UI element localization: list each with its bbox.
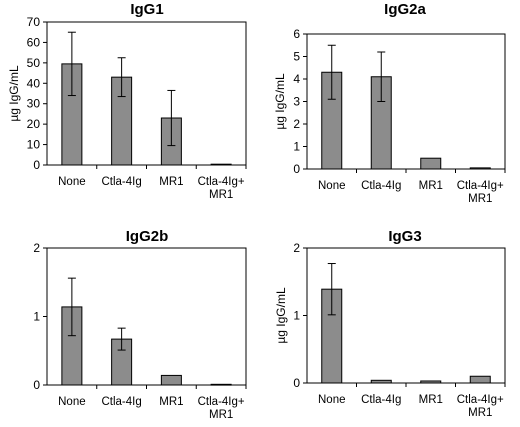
y-tick-label: 4 bbox=[293, 72, 300, 86]
x-category-label-line: MR1 bbox=[159, 396, 183, 408]
y-axis-label: µg IgG/mL bbox=[7, 65, 21, 122]
x-category-label-line: Ctla-4Ig bbox=[361, 394, 401, 406]
y-tick-label: 0 bbox=[293, 162, 300, 176]
bar bbox=[469, 375, 491, 384]
y-axis-label: µg IgG/mL bbox=[273, 73, 287, 130]
y-tick-label: 20 bbox=[27, 117, 41, 131]
y-tick-label: 50 bbox=[27, 56, 41, 70]
y-tick-label: 5 bbox=[293, 50, 300, 64]
x-category-label-line: Ctla-4Ig bbox=[361, 180, 401, 192]
y-tick-label: 30 bbox=[27, 97, 41, 111]
x-category-label-line: None bbox=[318, 180, 346, 192]
chart-title: IgG2b bbox=[126, 228, 169, 245]
x-category-label-line: MR1 bbox=[468, 407, 492, 419]
y-tick-label: 2 bbox=[293, 241, 300, 255]
x-category-label: Ctla-4Ig bbox=[361, 180, 401, 192]
x-category-label-line: Ctla-4Ig bbox=[101, 176, 141, 188]
x-category-label-line: None bbox=[58, 396, 86, 408]
bar bbox=[210, 383, 232, 386]
x-category-label-line: MR1 bbox=[419, 180, 443, 192]
y-tick-label: 1 bbox=[293, 140, 300, 154]
y-axis-label: µg IgG/mL bbox=[274, 287, 288, 344]
x-category-label: Ctla-4Ig+ MR1 bbox=[457, 180, 504, 205]
x-category-label-line: MR1 bbox=[468, 193, 492, 205]
x-category-label-line: None bbox=[318, 394, 346, 406]
y-tick-label: 2 bbox=[33, 241, 40, 255]
y-tick-label: 0 bbox=[293, 376, 300, 390]
x-category-label-line: Ctla-4Ig bbox=[101, 396, 141, 408]
x-category-label: None bbox=[318, 180, 346, 192]
y-tick-label: 40 bbox=[27, 76, 41, 90]
y-tick-label: 10 bbox=[27, 138, 41, 152]
x-category-label-line: Ctla-4Ig+ bbox=[457, 180, 504, 192]
x-category-label: Ctla-4Ig+ MR1 bbox=[198, 176, 245, 201]
x-category-label: Ctla-4Ig bbox=[101, 176, 141, 188]
y-tick-label: 0 bbox=[33, 378, 40, 392]
x-category-label: None bbox=[58, 396, 86, 408]
x-category-label: Ctla-4Ig+ MR1 bbox=[198, 396, 245, 421]
x-category-label: MR1 bbox=[159, 176, 183, 188]
bar bbox=[370, 379, 392, 384]
y-tick-label: 6 bbox=[293, 27, 300, 41]
x-category-label-line: MR1 bbox=[209, 409, 233, 421]
x-category-label-line: Ctla-4Ig+ bbox=[198, 176, 245, 188]
y-tick-label: 70 bbox=[27, 15, 41, 29]
chart-title: IgG3 bbox=[388, 228, 421, 245]
y-tick-label: 2 bbox=[293, 117, 300, 131]
bar bbox=[469, 167, 491, 170]
x-category-label: Ctla-4Ig+ MR1 bbox=[457, 394, 504, 419]
x-category-label-line: Ctla-4Ig+ bbox=[457, 394, 504, 406]
x-category-label-line: MR1 bbox=[419, 394, 443, 406]
x-category-label: MR1 bbox=[419, 180, 443, 192]
x-category-label-line: MR1 bbox=[209, 189, 233, 201]
y-tick-label: 60 bbox=[27, 35, 41, 49]
y-tick-label: 1 bbox=[33, 310, 40, 324]
x-category-label-line: None bbox=[58, 176, 86, 188]
x-category-label: MR1 bbox=[159, 396, 183, 408]
x-category-label-line: MR1 bbox=[159, 176, 183, 188]
x-category-label: None bbox=[318, 394, 346, 406]
chart-panel-1: IgG1 µg IgG/mL 0 10 20 30 40 50 60 70 None Ctla-4Ig… bbox=[7, 1, 247, 201]
y-tick-label: 0 bbox=[33, 158, 40, 172]
bar bbox=[210, 163, 232, 166]
bar bbox=[420, 157, 442, 170]
bar bbox=[420, 380, 442, 384]
x-category-label: MR1 bbox=[419, 394, 443, 406]
y-tick-label: 3 bbox=[293, 95, 300, 109]
chart-title: IgG2a bbox=[384, 1, 426, 18]
chart-title: IgG1 bbox=[130, 1, 163, 18]
x-category-label: None bbox=[58, 176, 86, 188]
x-category-label-line: Ctla-4Ig+ bbox=[198, 396, 245, 408]
x-category-label: Ctla-4Ig bbox=[101, 396, 141, 408]
bar bbox=[160, 374, 182, 386]
x-category-label: Ctla-4Ig bbox=[361, 394, 401, 406]
y-tick-label: 1 bbox=[293, 309, 300, 323]
